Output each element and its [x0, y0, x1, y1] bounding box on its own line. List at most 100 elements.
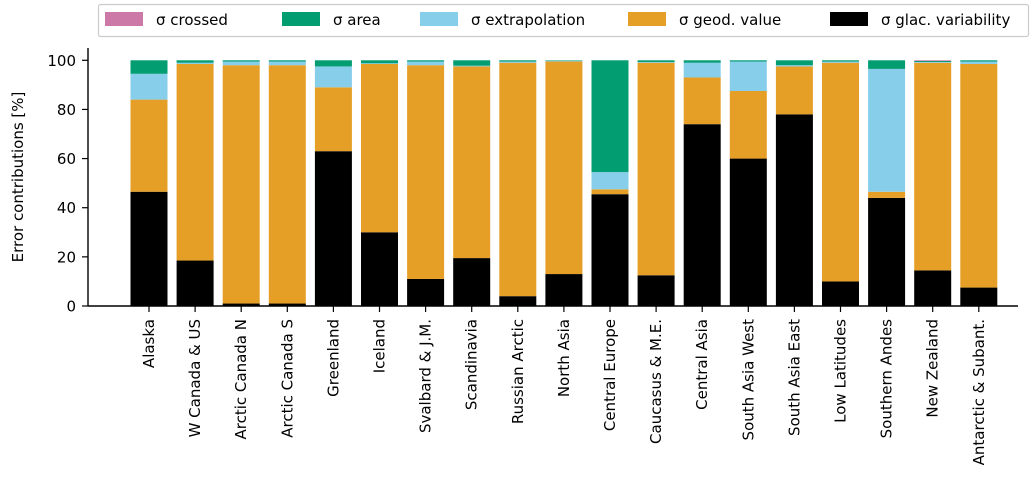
x-tick-label: Russian Arctic: [509, 319, 527, 424]
x-axis: Alaska W Canada & US Arctic Canada N Arctic…: [88, 305, 1018, 465]
bar-segment-11-3: [591, 172, 629, 190]
x-tick-label: South Asia East: [785, 319, 803, 436]
bar-segment-2-3: [176, 62, 214, 64]
x-tick-label: Antarctic & Subant.: [970, 319, 988, 465]
bar-segment-11-4: [591, 60, 629, 173]
x-tick-label: Svalbard & J.M.: [417, 319, 435, 433]
x-tick-label: Iceland: [371, 319, 389, 373]
plot-area: [130, 60, 998, 306]
legend-label: σ crossed: [156, 11, 228, 29]
x-tick-label: Central Europe: [601, 319, 619, 431]
legend-label: σ geod. value: [679, 11, 781, 29]
bar-segment-19-2: [960, 63, 998, 288]
bar-segment-16-4: [822, 60, 859, 62]
bar-segment-8-1: [453, 258, 491, 306]
x-tick-label: North Asia: [555, 319, 573, 397]
bar-segment-7-3: [407, 61, 445, 66]
bar-segment-6-1: [361, 232, 398, 306]
bar-segment-12-3: [637, 62, 675, 63]
bar-segment-1-2: [130, 99, 168, 192]
bar-segment-10-2: [545, 61, 583, 275]
bar-segment-14-1: [729, 158, 767, 306]
x-tick-label: Arctic Canada S: [278, 319, 296, 438]
bar-segment-8-2: [453, 66, 491, 259]
bar-segment-5-2: [314, 87, 352, 152]
bar-segment-4-4: [268, 60, 306, 62]
bar-segment-5-3: [314, 66, 352, 88]
bar-segment-16-3: [822, 61, 859, 63]
bar-segment-19-3: [960, 61, 998, 64]
legend-label: σ extrapolation: [471, 11, 585, 29]
legend: σ crossed σ area σ extrapolation σ geod. va…: [97, 3, 1030, 38]
bar-segment-5-4: [314, 60, 352, 67]
bar-segment-12-1: [637, 275, 675, 306]
bar-segment-10-3: [545, 60, 583, 62]
bar-segment-13-3: [683, 62, 721, 78]
bar-segment-7-2: [407, 65, 445, 279]
bar-segment-4-2: [268, 65, 306, 304]
bar-segment-15-4: [775, 60, 813, 66]
bar-segment-4-3: [268, 61, 306, 66]
bar-segment-8-4: [453, 60, 491, 66]
bar-segment-15-2: [775, 66, 813, 115]
bar-segment-5-1: [314, 151, 352, 306]
bar-segment-8-3: [453, 65, 491, 67]
bar-segment-16-2: [822, 62, 859, 282]
bar-segment-19-4: [960, 60, 998, 62]
x-tick-label: Central Asia: [693, 319, 711, 410]
bar-segment-6-4: [361, 60, 398, 64]
bar-segment-1-4: [130, 60, 168, 74]
legend-swatch: [282, 12, 320, 26]
bar-segment-3-3: [222, 61, 260, 66]
bar-segment-2-1: [176, 260, 214, 306]
bar-segment-3-4: [222, 60, 260, 62]
y-tick-label: 0: [66, 298, 76, 316]
legend-label: σ glac. variability: [881, 11, 1010, 29]
bar-segment-16-1: [822, 281, 859, 306]
bar-segment-4-1: [268, 303, 306, 306]
bar-segment-18-3: [914, 62, 952, 63]
x-tick-label: New Zealand: [924, 319, 942, 418]
bar-segment-13-2: [683, 77, 721, 125]
bar-segment-18-4: [914, 61, 952, 62]
y-tick-label: 100: [47, 52, 76, 70]
x-tick-label: South Asia West: [739, 319, 757, 441]
legend-swatch: [830, 12, 868, 26]
bar-segment-2-4: [176, 60, 214, 63]
x-tick-label: Caucasus & M.E.: [647, 319, 665, 444]
legend-label: σ area: [333, 11, 381, 29]
legend-frame: [97, 3, 1030, 38]
bar-segment-11-1: [591, 194, 629, 306]
bar-segment-10-1: [545, 274, 583, 306]
bar-segment-17-4: [868, 60, 906, 69]
bar-segment-18-5: [914, 60, 952, 62]
bar-segment-3-1: [222, 303, 260, 306]
bar-segment-17-1: [868, 197, 906, 306]
bar-segment-13-1: [683, 124, 721, 306]
bar-segment-6-3: [361, 63, 398, 64]
bar-segment-12-4: [637, 60, 675, 63]
bar-segment-11-2: [591, 189, 629, 195]
x-tick-label: Alaska: [140, 319, 158, 368]
bar-segment-9-1: [499, 296, 537, 306]
bar-segment-7-4: [407, 60, 445, 62]
bar-segment-17-2: [868, 191, 906, 198]
bar-segment-13-4: [683, 60, 721, 63]
y-tick-label: 40: [57, 199, 76, 217]
bar-segment-7-1: [407, 278, 445, 306]
bar-segment-6-2: [361, 63, 398, 233]
bar-segment-9-4: [499, 60, 537, 62]
bar-segment-14-3: [729, 61, 767, 91]
bar-segment-1-3: [130, 73, 168, 100]
bar-segment-14-2: [729, 91, 767, 159]
bar-segment-9-2: [499, 62, 537, 297]
legend-swatch: [420, 12, 458, 26]
x-tick-label: Southern Andes: [878, 319, 896, 439]
bar-segment-14-4: [729, 60, 767, 62]
y-tick-label: 60: [57, 150, 76, 168]
x-tick-label: Greenland: [324, 319, 342, 397]
legend-swatch: [105, 12, 143, 26]
bar-segment-9-3: [499, 61, 537, 63]
y-axis: 0 20 40 60 80 100: [47, 48, 89, 316]
bar-segment-17-3: [868, 68, 906, 192]
